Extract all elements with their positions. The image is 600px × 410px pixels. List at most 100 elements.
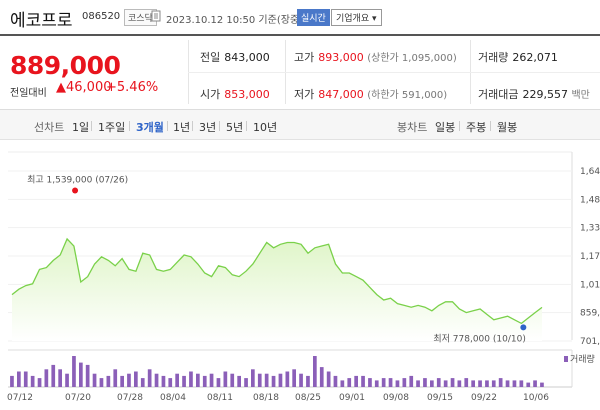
volume-bar: [485, 380, 489, 387]
volume-bar: [505, 380, 510, 387]
volume-bar: [85, 364, 90, 387]
period-3y[interactable]: 3년: [199, 121, 217, 134]
realtime-button[interactable]: 실시간: [297, 9, 330, 26]
x-tick-label: 10/06: [523, 393, 549, 403]
x-tick-label: 07/20: [65, 393, 91, 403]
volume-bar: [196, 373, 200, 387]
volume-bar: [147, 369, 152, 387]
volume-bar: [333, 375, 338, 387]
volume-bar: [430, 380, 434, 387]
low-value: 847,000: [318, 88, 364, 101]
volume-bar: [285, 371, 290, 387]
volume-bar: [189, 371, 193, 387]
volume-bar: [168, 378, 173, 387]
period-10y[interactable]: 10년: [253, 121, 278, 134]
volume-bar: [17, 371, 21, 387]
volume-bar: [423, 378, 427, 387]
y-tick-label: 1,017,067: [580, 280, 600, 290]
volume-bar: [161, 375, 166, 387]
volume-bar: [154, 373, 159, 387]
price-change-pct: +5.46%: [106, 80, 159, 95]
volume-bar: [340, 380, 345, 387]
document-icon[interactable]: [151, 10, 162, 22]
max-price-label: 최고 1,539,000 (07/26): [27, 174, 128, 185]
volume-bar: [209, 373, 214, 387]
volume-bar: [127, 373, 131, 387]
volume-legend-label: 거래량: [570, 353, 595, 365]
separator: [490, 121, 491, 131]
volume-cell: 거래량 262,071: [478, 51, 558, 64]
candle-daily[interactable]: 일봉: [435, 121, 456, 134]
volume-bar: [230, 373, 235, 387]
period-1y[interactable]: 1년: [173, 121, 191, 134]
prev-close-cell: 전일 843,000: [200, 51, 270, 64]
x-tick-label: 08/18: [253, 393, 279, 403]
volume-bar: [354, 375, 358, 387]
y-tick-label: 1,174,651: [580, 252, 600, 262]
low-cell: 저가 847,000 (하한가 591,000): [294, 88, 448, 101]
volume-bar: [216, 378, 221, 387]
separator: [167, 121, 168, 131]
volume-bar: [491, 380, 496, 387]
open-value: 853,000: [224, 88, 270, 101]
volume-bar: [540, 382, 544, 387]
company-info-button[interactable]: 기업개요 ▾: [331, 9, 382, 26]
current-price: 889,000: [10, 51, 121, 80]
stock-header: 에코프로 086520 코스닥 2023.10.12 10:50 기준(장중) …: [0, 0, 600, 34]
volume-bar: [374, 380, 379, 387]
volume-bar: [436, 378, 441, 387]
stock-name: 에코프로: [10, 11, 73, 31]
min-price-label: 최저 778,000 (10/10): [433, 333, 526, 344]
price-change: ▲46,000: [56, 80, 112, 95]
separator: [192, 121, 193, 131]
chart-toolbar: [0, 110, 600, 140]
volume-bar: [478, 380, 482, 387]
volume-bar: [223, 371, 228, 387]
price-chart[interactable]: 1,647,402 1,489,818 1,332,235 1,174,651 1,01…: [0, 150, 600, 410]
period-1d[interactable]: 1일: [72, 121, 90, 134]
y-tick-label: 701,900: [580, 337, 600, 347]
y-tick-label: 859,484: [580, 309, 600, 319]
volume-bar: [402, 378, 407, 387]
volume-bar: [368, 378, 372, 387]
period-1w[interactable]: 1주일: [98, 121, 126, 134]
volume-bar: [292, 369, 296, 387]
volume-bar: [113, 369, 118, 387]
volume-bar: [416, 380, 420, 387]
lower-limit: (하한가 591,000): [367, 90, 448, 101]
candle-weekly[interactable]: 주봉: [466, 121, 487, 134]
volume-bar: [306, 375, 310, 387]
volume-bar: [30, 375, 35, 387]
max-price-marker: [72, 187, 79, 194]
candle-monthly[interactable]: 월봉: [497, 121, 518, 134]
x-tick-label: 08/04: [160, 393, 186, 403]
volume-bar: [79, 362, 83, 387]
volume-bar: [519, 380, 524, 387]
volume-bar: [140, 378, 145, 387]
volume-bar: [319, 367, 324, 387]
stock-code: 086520: [82, 11, 121, 22]
volume-bar: [457, 380, 462, 387]
candle-chart-label: 봉차트: [397, 121, 428, 134]
volume-bar: [450, 378, 455, 387]
x-tick-label: 07/12: [7, 393, 33, 403]
prev-close-value: 843,000: [224, 51, 270, 64]
volume-bar: [120, 375, 124, 387]
price-area: [12, 238, 542, 341]
volume-bar: [58, 369, 62, 387]
x-tick-label: 09/01: [339, 393, 365, 403]
separator: [219, 121, 220, 131]
divider: [188, 72, 600, 73]
volume-bar: [471, 380, 475, 387]
separator: [91, 121, 92, 131]
separator: [129, 121, 130, 131]
volume-bar: [72, 356, 76, 387]
volume-bar: [65, 373, 69, 387]
volume-bar: [23, 371, 28, 387]
volume-bar: [313, 356, 317, 387]
period-3m[interactable]: 3개월: [136, 121, 164, 134]
volume-bar: [388, 378, 393, 387]
volume-bar: [264, 373, 269, 387]
x-tick-label: 08/11: [207, 393, 233, 403]
period-5y[interactable]: 5년: [226, 121, 244, 134]
